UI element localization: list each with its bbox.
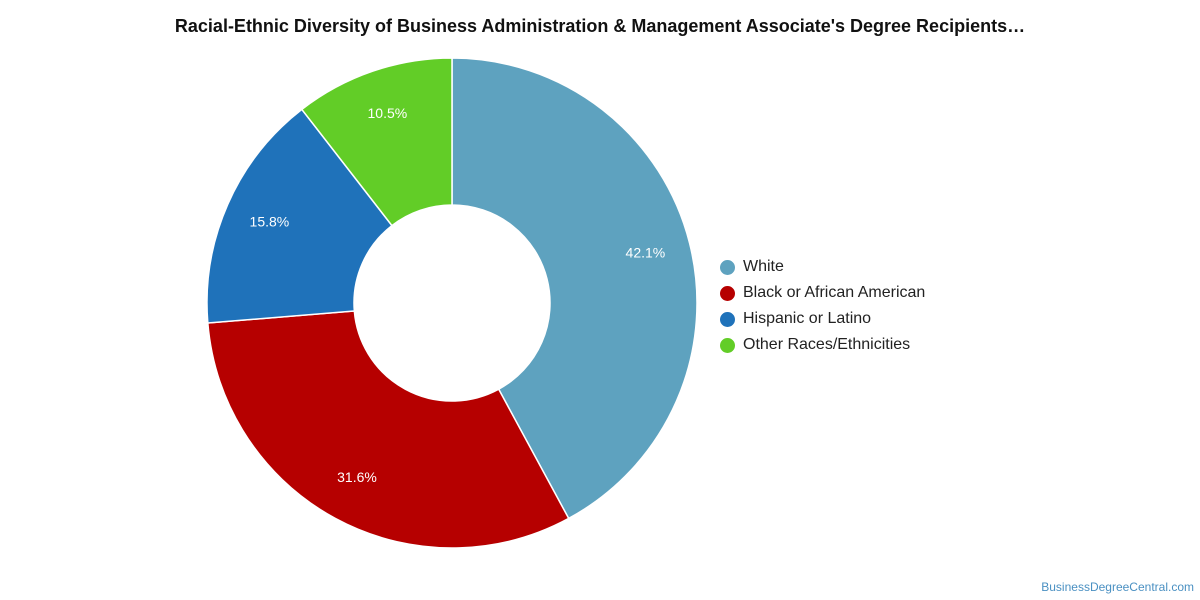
legend-swatch-white (720, 259, 735, 275)
legend-swatch-hispanic-or-latino (720, 311, 735, 327)
slice-value-label-white: 42.1% (626, 245, 666, 261)
legend-label-white: White (743, 258, 784, 275)
chart-legend: White Black or African American Hispanic… (720, 254, 925, 358)
legend-swatch-black-or-african-american (720, 285, 735, 301)
donut-value-labels: 42.1% 31.6% 15.8% 10.5% (250, 105, 666, 485)
donut-slices (206, 57, 698, 549)
slice-hispanic-or-latino[interactable] (206, 108, 393, 324)
slice-other-races-ethnicities[interactable] (300, 57, 453, 227)
slice-value-label-black-or-african-american: 31.6% (337, 469, 377, 485)
source-credit-link[interactable]: BusinessDegreeCentral.com (1041, 580, 1194, 594)
slice-black-or-african-american[interactable] (207, 310, 570, 549)
chart-title: Racial-Ethnic Diversity of Business Admi… (174, 16, 1026, 36)
legend-item-white[interactable]: White (720, 254, 925, 280)
legend-item-hispanic-or-latino[interactable]: Hispanic or Latino (720, 306, 925, 332)
slice-white[interactable] (451, 57, 698, 520)
legend-label-hispanic-or-latino: Hispanic or Latino (743, 310, 872, 327)
legend-swatch-other-races-ethnicities (720, 337, 735, 353)
legend-label-black-or-african-american: Black or African American (743, 284, 926, 301)
slice-value-label-hispanic-or-latino: 15.8% (250, 213, 290, 229)
legend-label-other-races-ethnicities: Other Races/Ethnicities (743, 336, 911, 353)
legend-item-other-races-ethnicities[interactable]: Other Races/Ethnicities (720, 332, 925, 358)
slice-value-label-other-races-ethnicities: 10.5% (368, 105, 408, 121)
legend-item-black-or-african-american[interactable]: Black or African American (720, 280, 925, 306)
